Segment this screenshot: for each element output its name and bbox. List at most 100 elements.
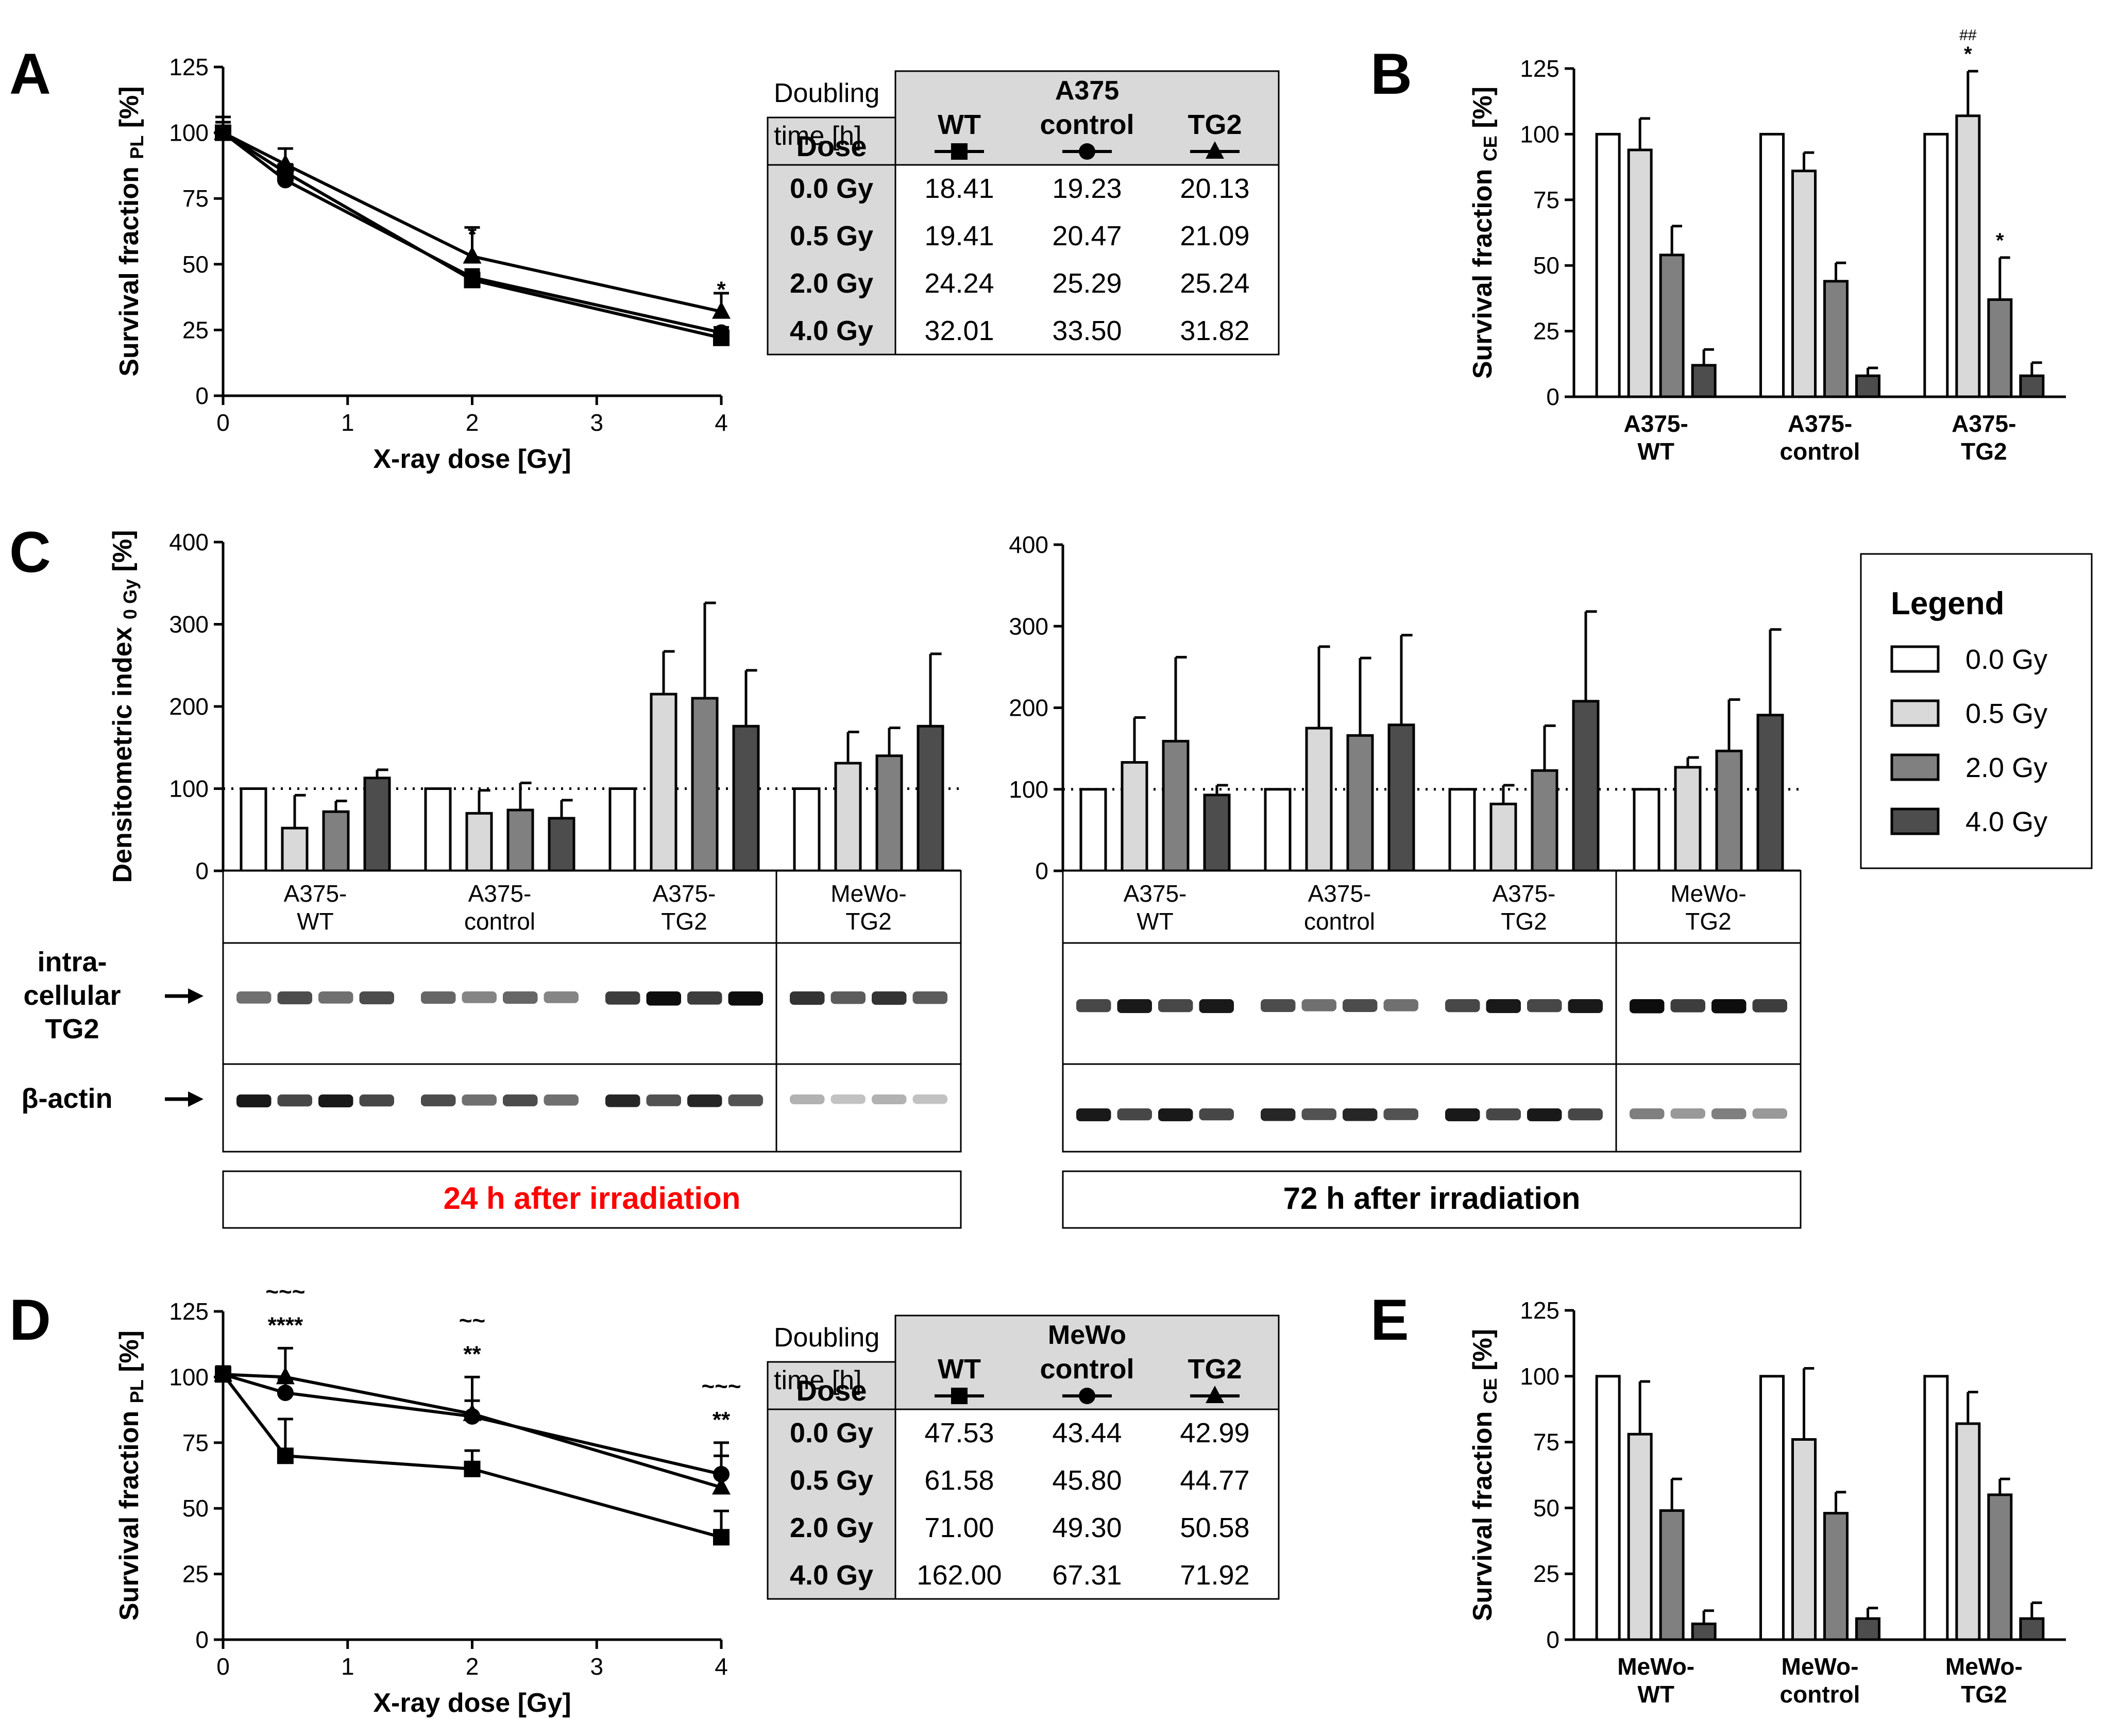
table-value-cell: 19.23 xyxy=(1052,173,1122,204)
table-border xyxy=(767,1361,896,1600)
chart-b-y-tick-label: 50 xyxy=(1533,252,1559,279)
blot-right-actin-band xyxy=(1711,1108,1747,1119)
blot-right-actin-band xyxy=(1486,1108,1521,1121)
chart-c-right-y-tick-label: 200 xyxy=(1009,695,1048,721)
chart-d-point-TG2 xyxy=(276,1367,295,1385)
table-column-marker-square xyxy=(951,1388,968,1404)
table-value-cell: 20.13 xyxy=(1180,173,1249,204)
blot-left-group-label: MeWo- xyxy=(830,880,906,907)
chart-c-left-bar-2-3 xyxy=(732,724,760,872)
blot-left-tg2-band xyxy=(687,991,722,1005)
table-column-marker-triangle xyxy=(1206,1386,1224,1403)
table-dose-col-bg xyxy=(768,165,895,355)
actin-label: β-actin xyxy=(22,1083,113,1114)
chart-c-left-bar-3-1 xyxy=(834,762,862,872)
chart-a-y-tick-label: 100 xyxy=(169,120,209,146)
chart-e-y-tick-label: 100 xyxy=(1520,1363,1559,1390)
tg2-label-line1: intra- xyxy=(38,947,107,977)
blot-left-group-label: A375- xyxy=(284,880,347,907)
blot-left-group-label: control xyxy=(464,908,535,935)
chart-c-right-bar-1-1 xyxy=(1305,727,1333,872)
chart-e-bar-2-1 xyxy=(1955,1422,1981,1641)
caption-24h: 24 h after irradiation xyxy=(444,1181,741,1216)
table-dose-cell: 2.0 Gy xyxy=(790,1512,873,1543)
blot-left-actin-band xyxy=(646,1094,681,1106)
chart-d-y-tick-label: 25 xyxy=(182,1561,209,1588)
table-dose-cell: 0.5 Gy xyxy=(790,1465,873,1496)
chart-a-y-tick-label: 75 xyxy=(182,185,209,212)
chart-c-left-bar-0-0 xyxy=(240,787,267,872)
chart-a-point-TG2 xyxy=(276,154,295,172)
chart-b-bar-2-3 xyxy=(2019,374,2045,398)
chart-b-group-label: WT xyxy=(1637,438,1674,465)
chart-b-bar-1-3 xyxy=(1855,374,1880,398)
table-value-cell: 18.41 xyxy=(924,173,994,204)
chart-d-point-WT xyxy=(464,1460,481,1477)
tg2-arrow-icon xyxy=(165,988,204,1004)
table-corner-line1: Doubling xyxy=(774,78,879,108)
chart-c-right-bar-1-2 xyxy=(1346,734,1374,872)
chart-a-series-TG2-line xyxy=(222,131,722,313)
blot-left-tg2-band xyxy=(462,991,497,1003)
chart-d-x-tick-label: 4 xyxy=(715,1653,728,1680)
blot-left-tg2-band xyxy=(318,991,353,1004)
chart-d-series-TG2-line xyxy=(223,1373,722,1489)
blot-right-actin-band xyxy=(1670,1108,1705,1119)
chart-d-annotation: ~~~ xyxy=(701,1374,741,1399)
chart-a-y-tick-label: 25 xyxy=(182,316,209,343)
actin-arrow-icon xyxy=(165,1091,204,1107)
chart-e-y-tick-label: 0 xyxy=(1546,1626,1559,1653)
chart-a-point-control xyxy=(464,269,481,286)
table-dose-cell: 4.0 Gy xyxy=(790,1560,873,1591)
chart-c-left-bar-3-0 xyxy=(793,787,821,872)
chart-b-bar-0-3 xyxy=(1691,364,1717,398)
chart-b-group-label: TG2 xyxy=(1961,438,2007,465)
chart-c-right-bar-2-0 xyxy=(1448,788,1476,872)
caption-72h-box: 72 h after irradiation xyxy=(1062,1170,1802,1229)
table-value-cell: 49.30 xyxy=(1052,1512,1122,1543)
caption-24h-box: 24 h after irradiation xyxy=(222,1170,962,1229)
chart-b-y-tick-label: 125 xyxy=(1520,55,1559,82)
chart-d-x-tick-label: 1 xyxy=(341,1653,354,1680)
chart-e-bar-1-2 xyxy=(1823,1512,1849,1641)
chart-a-x-label: X-ray dose [Gy] xyxy=(373,444,571,474)
blot-right-group-label: control xyxy=(1304,908,1375,935)
chart-a-series-control-line xyxy=(222,131,722,334)
chart-c-right-bar-0-0 xyxy=(1079,788,1107,872)
chart-c-right-y-tick-label: 100 xyxy=(1009,776,1048,803)
chart-b-y-tick-label: 0 xyxy=(1546,383,1559,410)
blot-right-actin-band xyxy=(1158,1108,1193,1121)
chart-d-annotation: ~~~ xyxy=(265,1279,305,1304)
blot-left-tg2-band xyxy=(605,991,640,1005)
blot-left-tg2-band xyxy=(912,991,947,1004)
chart-a-annotation: * xyxy=(468,222,477,247)
chart-a-x-tick-label: 4 xyxy=(715,409,728,436)
blot-right-tg2-band xyxy=(1343,999,1378,1012)
blot-right-tg2-band xyxy=(1670,999,1705,1013)
legend-swatch-4gy xyxy=(1890,807,1940,835)
blot-left-tg2-band xyxy=(503,991,538,1004)
blot-right-actin-band xyxy=(1445,1108,1480,1121)
table-column-header: WT xyxy=(938,1354,981,1385)
chart-a-x-tick-label: 2 xyxy=(466,409,479,436)
table-column-header: WT xyxy=(938,109,981,140)
blot-right-actin-band xyxy=(1199,1108,1234,1121)
chart-d-y-tick-label: 50 xyxy=(182,1495,209,1522)
blot-row-labels: intra- cellular TG2 β-actin xyxy=(22,947,204,1114)
doubling-time-table-a375: Doubling time [h]Dose A375 WT control TG2 0.0 … xyxy=(767,70,1280,356)
table-corner-line2: time [h] xyxy=(774,1366,862,1395)
chart-b-group-label: A375- xyxy=(1952,410,2016,437)
chart-e-group-label: MeWo- xyxy=(1617,1653,1694,1680)
blot-right-group-label: MeWo- xyxy=(1670,880,1746,907)
chart-d-annotation: ~~ xyxy=(459,1308,485,1333)
table-column-marker-circle xyxy=(1079,143,1095,160)
blot-right-actin-band xyxy=(1301,1108,1336,1120)
table-value-cell: 71.92 xyxy=(1180,1560,1249,1591)
chart-b-bar-0-0 xyxy=(1595,132,1621,398)
chart-b-y-tick-label: 75 xyxy=(1533,187,1559,213)
chart-b-group-label: A375- xyxy=(1788,410,1852,437)
chart-b-bar-0-2 xyxy=(1659,254,1685,398)
chart-b-annotation: * xyxy=(1964,43,1972,65)
chart-a-point-TG2 xyxy=(712,301,731,319)
chart-d-annotation: ** xyxy=(463,1341,481,1367)
